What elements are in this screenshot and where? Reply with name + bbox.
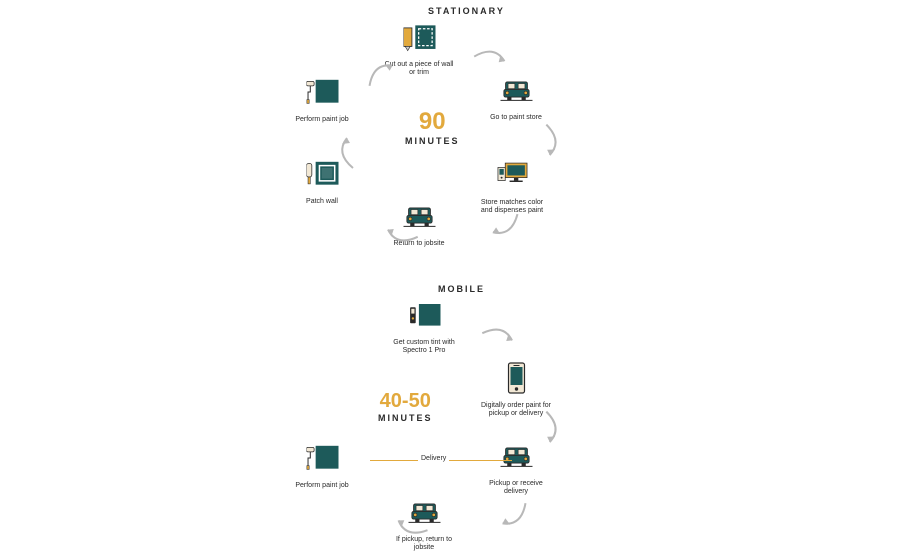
- roller-icon: [306, 76, 338, 108]
- spectro-icon: [408, 300, 440, 332]
- mobile-header: MOBILE: [438, 284, 485, 294]
- car-icon: [500, 442, 532, 474]
- node-cut: Cut out a piece of wall or trim: [382, 22, 457, 78]
- stationary-arrow-1: [528, 118, 566, 161]
- node-paint-label: Perform paint job: [285, 116, 360, 124]
- node-return: Return to jobsite: [382, 202, 457, 248]
- mobile-time-number: 40-50: [378, 390, 433, 413]
- cutter-icon: [403, 22, 435, 54]
- node-order-label: Digitally order paint for pickup or deli…: [479, 402, 554, 419]
- mobile-time-unit: MINUTES: [378, 413, 433, 423]
- stationary-header: STATIONARY: [428, 6, 505, 16]
- node-return-label: Return to jobsite: [382, 240, 457, 248]
- node-return2-label: If pickup, return to jobsite: [387, 536, 462, 553]
- car-icon: [500, 76, 532, 108]
- node-tint-label: Get custom tint with Spectro 1 Pro: [387, 339, 462, 356]
- node-match-label: Store matches color and dispenses paint: [475, 199, 550, 216]
- node-store-label: Go to paint store: [479, 114, 554, 122]
- car-icon: [403, 202, 435, 234]
- mobile-time: 40-50 MINUTES: [378, 390, 433, 423]
- node-return2: If pickup, return to jobsite: [387, 498, 462, 553]
- node-store: Go to paint store: [479, 76, 554, 122]
- node-patch-label: Patch wall: [285, 198, 360, 206]
- node-pickup-label: Pickup or receive delivery: [479, 480, 554, 497]
- node-paint: Perform paint job: [285, 76, 360, 124]
- node-paint2-label: Perform paint job: [285, 482, 360, 490]
- delivery-label: Delivery: [418, 455, 449, 462]
- stationary-time-unit: MINUTES: [405, 136, 460, 146]
- putty-icon: [306, 158, 338, 190]
- node-tint: Get custom tint with Spectro 1 Pro: [387, 300, 462, 356]
- car-icon: [408, 498, 440, 530]
- phone-icon: [500, 362, 532, 394]
- node-patch: Patch wall: [285, 158, 360, 206]
- monitor-icon: [496, 158, 528, 190]
- stationary-time: 90 MINUTES: [405, 108, 460, 146]
- roller-icon: [306, 442, 338, 474]
- mobile-arrow-0: [471, 313, 522, 362]
- node-order: Digitally order paint for pickup or deli…: [479, 362, 554, 419]
- node-paint2: Perform paint job: [285, 442, 360, 490]
- stationary-time-number: 90: [405, 108, 460, 136]
- node-cut-label: Cut out a piece of wall or trim: [382, 61, 457, 78]
- node-pickup: Pickup or receive delivery: [479, 442, 554, 497]
- node-match: Store matches color and dispenses paint: [475, 158, 550, 216]
